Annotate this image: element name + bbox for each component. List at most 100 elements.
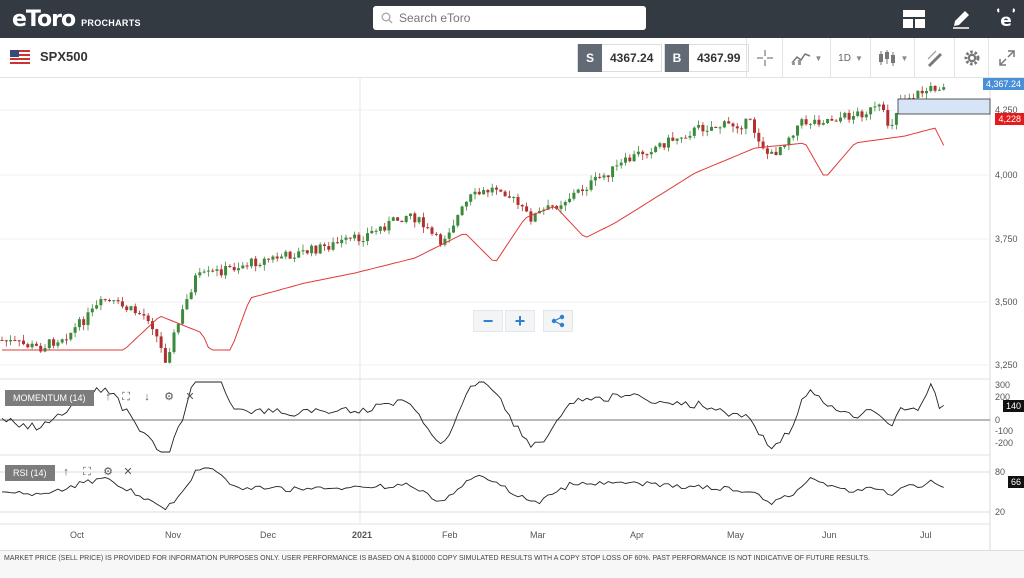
candle-body <box>22 340 25 345</box>
candle-body <box>654 146 658 153</box>
maximize-icon[interactable]: ⛶ <box>83 466 91 478</box>
close-icon[interactable]: ✕ <box>185 391 195 403</box>
candle-body <box>409 213 412 217</box>
candle-body <box>507 196 511 198</box>
candle-body <box>258 264 262 267</box>
brand-logo[interactable]: eToro PROCHARTS <box>12 4 141 34</box>
momentum-tick-300: 300 <box>995 380 1010 390</box>
candle-body <box>305 250 309 254</box>
candle-body <box>155 329 159 337</box>
time-tick-jun: Jun <box>822 530 837 540</box>
candle-body <box>830 118 834 121</box>
buy-price-box[interactable]: B 4367.99 <box>664 44 750 72</box>
gear-icon[interactable]: ⚙ <box>164 391 174 403</box>
chart-area[interactable]: 4,250 4,000 3,750 3,500 3,250 300 200 0 … <box>0 78 1024 550</box>
candle-body <box>65 339 68 341</box>
candle-body <box>525 206 529 212</box>
move-up-icon[interactable]: ↑ <box>105 391 111 403</box>
candle-body <box>933 85 937 91</box>
candle-body <box>942 87 946 90</box>
candle-body <box>512 196 516 198</box>
moving-average-badge: 4,228 <box>995 113 1024 125</box>
sell-price-box[interactable]: S 4367.24 <box>577 44 663 72</box>
move-up-icon[interactable]: ↑ <box>63 466 69 478</box>
momentum-label[interactable]: MOMENTUM (14) <box>5 390 94 406</box>
candle-body <box>60 339 64 343</box>
candle-body <box>546 205 550 210</box>
candle-body <box>765 148 769 154</box>
search-box[interactable] <box>373 6 646 30</box>
candle-body <box>434 233 438 235</box>
move-down-icon[interactable]: ↓ <box>144 391 150 403</box>
candle-body <box>391 217 395 221</box>
candle-body <box>929 85 933 92</box>
candle-body <box>120 301 124 307</box>
time-tick-mar: Mar <box>530 530 546 540</box>
time-tick-oct: Oct <box>70 530 85 540</box>
candle-body <box>611 166 615 178</box>
candle-body <box>529 211 533 222</box>
candle-body <box>176 323 180 333</box>
candle-body <box>447 232 451 239</box>
candle-body <box>421 217 425 228</box>
instrument-name: SPX500 <box>40 49 88 64</box>
time-tick-jul: Jul <box>920 530 932 540</box>
momentum-value-badge: 140 <box>1002 400 1024 412</box>
candle-body <box>103 299 107 301</box>
drawing-tools-button[interactable] <box>914 38 954 78</box>
candle-body <box>39 345 43 352</box>
candle-body <box>237 268 240 271</box>
close-icon[interactable]: ✕ <box>123 466 133 478</box>
candle-body <box>232 267 236 271</box>
candle-body <box>99 299 103 306</box>
timeframe-dropdown[interactable]: 1D ▼ <box>830 38 870 78</box>
candle-body <box>163 347 167 363</box>
maximize-icon[interactable]: ⛶ <box>122 391 130 403</box>
indicators-button[interactable]: ▼ <box>870 38 914 78</box>
gear-icon[interactable]: ⚙ <box>103 466 113 478</box>
pencil-icon[interactable] <box>949 7 973 31</box>
fullscreen-button[interactable] <box>988 38 1024 78</box>
instrument-selector[interactable]: SPX500 <box>10 49 88 64</box>
candle-body <box>430 227 434 234</box>
etoro-e-icon[interactable]: e <box>994 7 1018 31</box>
svg-text:e: e <box>1000 11 1012 30</box>
candle-body <box>847 112 851 120</box>
momentum-tick-minus200: -200 <box>995 438 1013 448</box>
candle-body <box>146 315 150 322</box>
candle-body <box>886 110 890 126</box>
search-input[interactable] <box>399 11 629 25</box>
candle-body <box>417 217 421 223</box>
crosshair-button[interactable] <box>746 38 782 78</box>
chart-type-button[interactable]: ▼ <box>782 38 830 78</box>
candle-body <box>568 198 572 203</box>
candle-body <box>288 251 292 259</box>
candle-body <box>327 246 331 250</box>
settings-button[interactable] <box>954 38 988 78</box>
share-button[interactable] <box>543 310 573 332</box>
drawing-tool-icon <box>927 50 942 67</box>
candle-body <box>645 154 649 156</box>
zoom-in-button[interactable]: + <box>505 310 535 332</box>
crosshair-icon <box>756 50 773 66</box>
candle-body <box>804 119 808 125</box>
layout-icon[interactable] <box>902 7 926 31</box>
candle-body <box>882 104 885 111</box>
candle-body <box>112 300 116 302</box>
candle-body <box>370 230 374 234</box>
candle-body <box>800 119 804 126</box>
candle-body <box>47 339 51 349</box>
rsi-label[interactable]: RSI (14) <box>5 465 55 481</box>
candle-body <box>9 339 13 342</box>
candle-body <box>151 321 154 330</box>
candle-body <box>378 226 382 231</box>
candlestick-series <box>0 82 946 364</box>
candle-body <box>675 138 679 141</box>
candle-body <box>714 126 718 129</box>
last-price-badge: 4,367.24 <box>982 78 1024 90</box>
candle-body <box>30 343 34 348</box>
candle-body <box>374 230 378 232</box>
candle-body <box>778 146 782 156</box>
zoom-out-button[interactable]: − <box>473 310 503 332</box>
candle-body <box>310 245 314 254</box>
